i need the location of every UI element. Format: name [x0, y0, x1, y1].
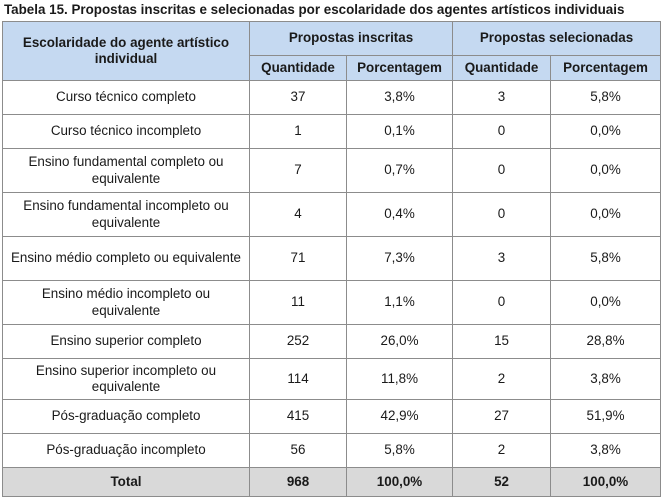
- cell-quantidade-selecionadas: 3: [452, 236, 552, 281]
- table-row: Pós-graduação completo 415 42,9% 27 51,9…: [2, 399, 662, 434]
- row-label: Ensino médio incompleto ou equivalente: [2, 280, 250, 325]
- row-label: Ensino médio completo ou equivalente: [2, 236, 250, 281]
- cell-quantidade-inscritas: 56: [249, 433, 347, 468]
- cell-porcentagem-inscritas: 42,9%: [345, 399, 454, 434]
- header-quantidade-selecionadas: Quantidade: [452, 55, 552, 81]
- row-label: Ensino fundamental completo ou equivalen…: [2, 148, 250, 193]
- table-row: Ensino médio incompleto ou equivalente 1…: [2, 280, 662, 325]
- cell-porcentagem-selecionadas: 51,9%: [550, 399, 662, 434]
- cell-quantidade-selecionadas: 0: [452, 114, 552, 149]
- schooling-table: Escolaridade do agente artístico individ…: [2, 21, 662, 497]
- cell-porcentagem-inscritas: 1,1%: [345, 280, 454, 325]
- cell-porcentagem-inscritas: 11,8%: [345, 358, 454, 400]
- cell-quantidade-inscritas: 252: [249, 324, 347, 359]
- cell-porcentagem-inscritas: 7,3%: [345, 236, 454, 281]
- cell-porcentagem-selecionadas: 28,8%: [550, 324, 662, 359]
- header-porcentagem-selecionadas: Porcentagem: [550, 55, 662, 81]
- cell-quantidade-inscritas: 114: [249, 358, 347, 400]
- header-porcentagem-inscritas: Porcentagem: [345, 55, 454, 81]
- cell-quantidade-inscritas: 1: [249, 114, 347, 149]
- total-row: Total 968 100,0% 52 100,0%: [2, 467, 662, 497]
- table-row: Curso técnico incompleto 1 0,1% 0 0,0%: [2, 114, 662, 149]
- cell-quantidade-selecionadas: 27: [452, 399, 552, 434]
- cell-porcentagem-selecionadas: 5,8%: [550, 236, 662, 281]
- cell-porcentagem-selecionadas: 3,8%: [550, 433, 662, 468]
- header-group-selecionadas: Propostas selecionadas: [452, 21, 662, 56]
- table-row: Ensino fundamental completo ou equivalen…: [2, 148, 662, 193]
- table-caption: Tabela 15. Propostas inscritas e selecio…: [4, 2, 625, 17]
- cell-porcentagem-inscritas: 3,8%: [345, 80, 454, 115]
- row-label: Pós-graduação incompleto: [2, 433, 250, 468]
- total-quantidade-inscritas: 968: [249, 467, 347, 497]
- cell-porcentagem-inscritas: 0,7%: [345, 148, 454, 193]
- cell-porcentagem-selecionadas: 0,0%: [550, 114, 662, 149]
- row-label: Ensino fundamental incompleto ou equival…: [2, 192, 250, 237]
- total-label: Total: [2, 467, 250, 497]
- cell-quantidade-inscritas: 37: [249, 80, 347, 115]
- cell-porcentagem-inscritas: 0,1%: [345, 114, 454, 149]
- cell-quantidade-inscritas: 7: [249, 148, 347, 193]
- row-label: Ensino superior incompleto ou equivalent…: [2, 358, 250, 400]
- cell-quantidade-selecionadas: 0: [452, 280, 552, 325]
- cell-porcentagem-inscritas: 5,8%: [345, 433, 454, 468]
- cell-porcentagem-inscritas: 0,4%: [345, 192, 454, 237]
- cell-porcentagem-selecionadas: 5,8%: [550, 80, 662, 115]
- header-quantidade-inscritas: Quantidade: [249, 55, 347, 81]
- cell-quantidade-selecionadas: 2: [452, 433, 552, 468]
- total-porcentagem-selecionadas: 100,0%: [550, 467, 662, 497]
- table-row: Curso técnico completo 37 3,8% 3 5,8%: [2, 80, 662, 115]
- row-label: Curso técnico incompleto: [2, 114, 250, 149]
- table-row: Ensino superior completo 252 26,0% 15 28…: [2, 324, 662, 359]
- table-row: Ensino superior incompleto ou equivalent…: [2, 358, 662, 400]
- cell-quantidade-inscritas: 11: [249, 280, 347, 325]
- cell-porcentagem-selecionadas: 0,0%: [550, 192, 662, 237]
- header-schooling: Escolaridade do agente artístico individ…: [2, 21, 250, 81]
- total-porcentagem-inscritas: 100,0%: [345, 467, 454, 497]
- cell-quantidade-inscritas: 4: [249, 192, 347, 237]
- table-row: Ensino médio completo ou equivalente 71 …: [2, 236, 662, 281]
- cell-quantidade-inscritas: 71: [249, 236, 347, 281]
- row-label: Curso técnico completo: [2, 80, 250, 115]
- cell-quantidade-inscritas: 415: [249, 399, 347, 434]
- cell-quantidade-selecionadas: 3: [452, 80, 552, 115]
- table-row: Ensino fundamental incompleto ou equival…: [2, 192, 662, 237]
- cell-porcentagem-selecionadas: 0,0%: [550, 280, 662, 325]
- cell-quantidade-selecionadas: 0: [452, 148, 552, 193]
- table-row: Pós-graduação incompleto 56 5,8% 2 3,8%: [2, 433, 662, 468]
- cell-porcentagem-selecionadas: 3,8%: [550, 358, 662, 400]
- header-group-inscritas: Propostas inscritas: [248, 21, 454, 56]
- cell-porcentagem-selecionadas: 0,0%: [550, 148, 662, 193]
- cell-porcentagem-inscritas: 26,0%: [345, 324, 454, 359]
- row-label: Pós-graduação completo: [2, 399, 250, 434]
- total-quantidade-selecionadas: 52: [452, 467, 552, 497]
- row-label: Ensino superior completo: [2, 324, 250, 359]
- cell-quantidade-selecionadas: 0: [452, 192, 552, 237]
- cell-quantidade-selecionadas: 15: [452, 324, 552, 359]
- cell-quantidade-selecionadas: 2: [452, 358, 552, 400]
